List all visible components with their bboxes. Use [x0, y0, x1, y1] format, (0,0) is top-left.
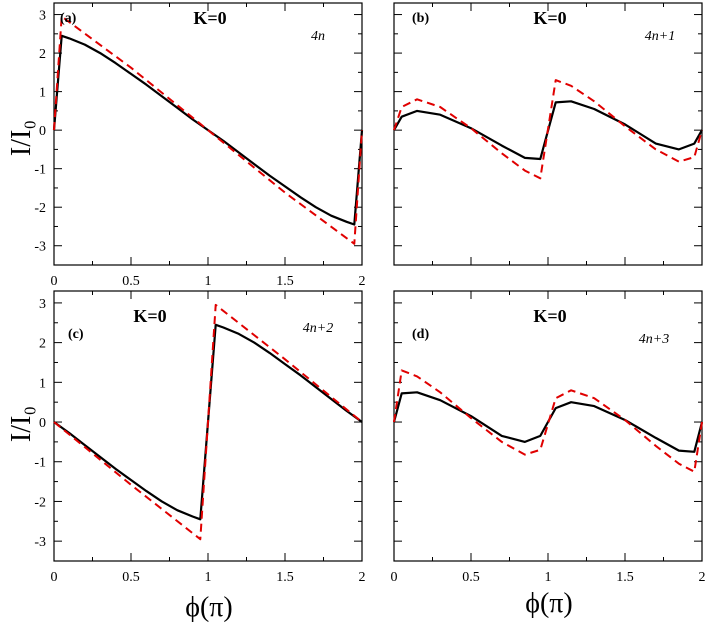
- y-tick-label: 3: [39, 297, 46, 312]
- series-line-dashed: [53, 303, 363, 541]
- x-tick-label: 1: [205, 570, 212, 585]
- panel-2: (b) K=0 4n+1: [393, 2, 703, 266]
- panel-label: (c): [68, 327, 84, 342]
- case-label: 4n+2: [303, 321, 333, 336]
- y-axis-title-top: I/I₀: [6, 120, 37, 156]
- k-label: K=0: [193, 8, 226, 28]
- y-tick-label: 2: [39, 337, 46, 352]
- y-tick-label: 0: [39, 124, 46, 139]
- x-tick-label: 1: [205, 274, 212, 289]
- y-tick-label: -2: [34, 495, 46, 510]
- y-tick-label: 3: [39, 9, 46, 24]
- x-tick-label: 2: [359, 570, 366, 585]
- x-tick-label: 0.5: [122, 570, 140, 585]
- y-tick-label: -3: [34, 240, 46, 255]
- x-tick-label: 0: [51, 570, 58, 585]
- x-tick-label: 0.5: [462, 570, 480, 585]
- panel-3: 0 0.5 1 1.5 2 -3 -2 -1 0 1 2 3 (c) K=0 4n+2: [34, 290, 366, 585]
- panel-label: (b): [412, 11, 429, 26]
- x-tick-label: 1: [545, 570, 552, 585]
- case-label: 4n+1: [645, 29, 675, 44]
- panel-1: 0 0.5 1 1.5 2 -3 -2 -1 0 1 2 3 (a) K=0 4n: [34, 2, 366, 289]
- y-tick-label: -1: [34, 456, 46, 471]
- x-tick-label: 1.5: [616, 570, 634, 585]
- panel-4: 0 0.5 1 1.5 2 (d) K=0 4n+3: [391, 290, 706, 585]
- y-tick-label: 1: [39, 86, 46, 101]
- case-label: 4n+3: [639, 332, 669, 347]
- series-line-dashed: [393, 79, 703, 180]
- case-label: 4n: [311, 29, 325, 44]
- x-tick-label: 1.5: [276, 570, 294, 585]
- panel-label: (a): [60, 11, 77, 26]
- series-line-dashed: [393, 369, 703, 473]
- y-tick-label: 1: [39, 376, 46, 391]
- x-axis-title-right: ϕ(π): [525, 588, 573, 619]
- k-label: K=0: [133, 306, 166, 326]
- k-label: K=0: [533, 306, 566, 326]
- panel-label: (d): [412, 327, 429, 342]
- x-axis-title-left: ϕ(π): [185, 592, 233, 623]
- x-tick-label: 0: [391, 570, 398, 585]
- y-tick-label: 2: [39, 47, 46, 62]
- x-tick-label: 0: [51, 274, 58, 289]
- y-axis-title-bottom: I/I₀: [6, 406, 37, 442]
- y-tick-label: 0: [39, 416, 46, 431]
- x-tick-label: 1.5: [276, 274, 294, 289]
- y-tick-label: -2: [34, 201, 46, 216]
- series-line-dashed: [53, 15, 363, 245]
- k-label: K=0: [533, 8, 566, 28]
- y-tick-label: -3: [34, 535, 46, 550]
- y-tick-label: -1: [34, 163, 46, 178]
- x-tick-label: 2: [699, 570, 706, 585]
- x-tick-label: 2: [359, 274, 366, 289]
- x-tick-label: 0.5: [122, 274, 140, 289]
